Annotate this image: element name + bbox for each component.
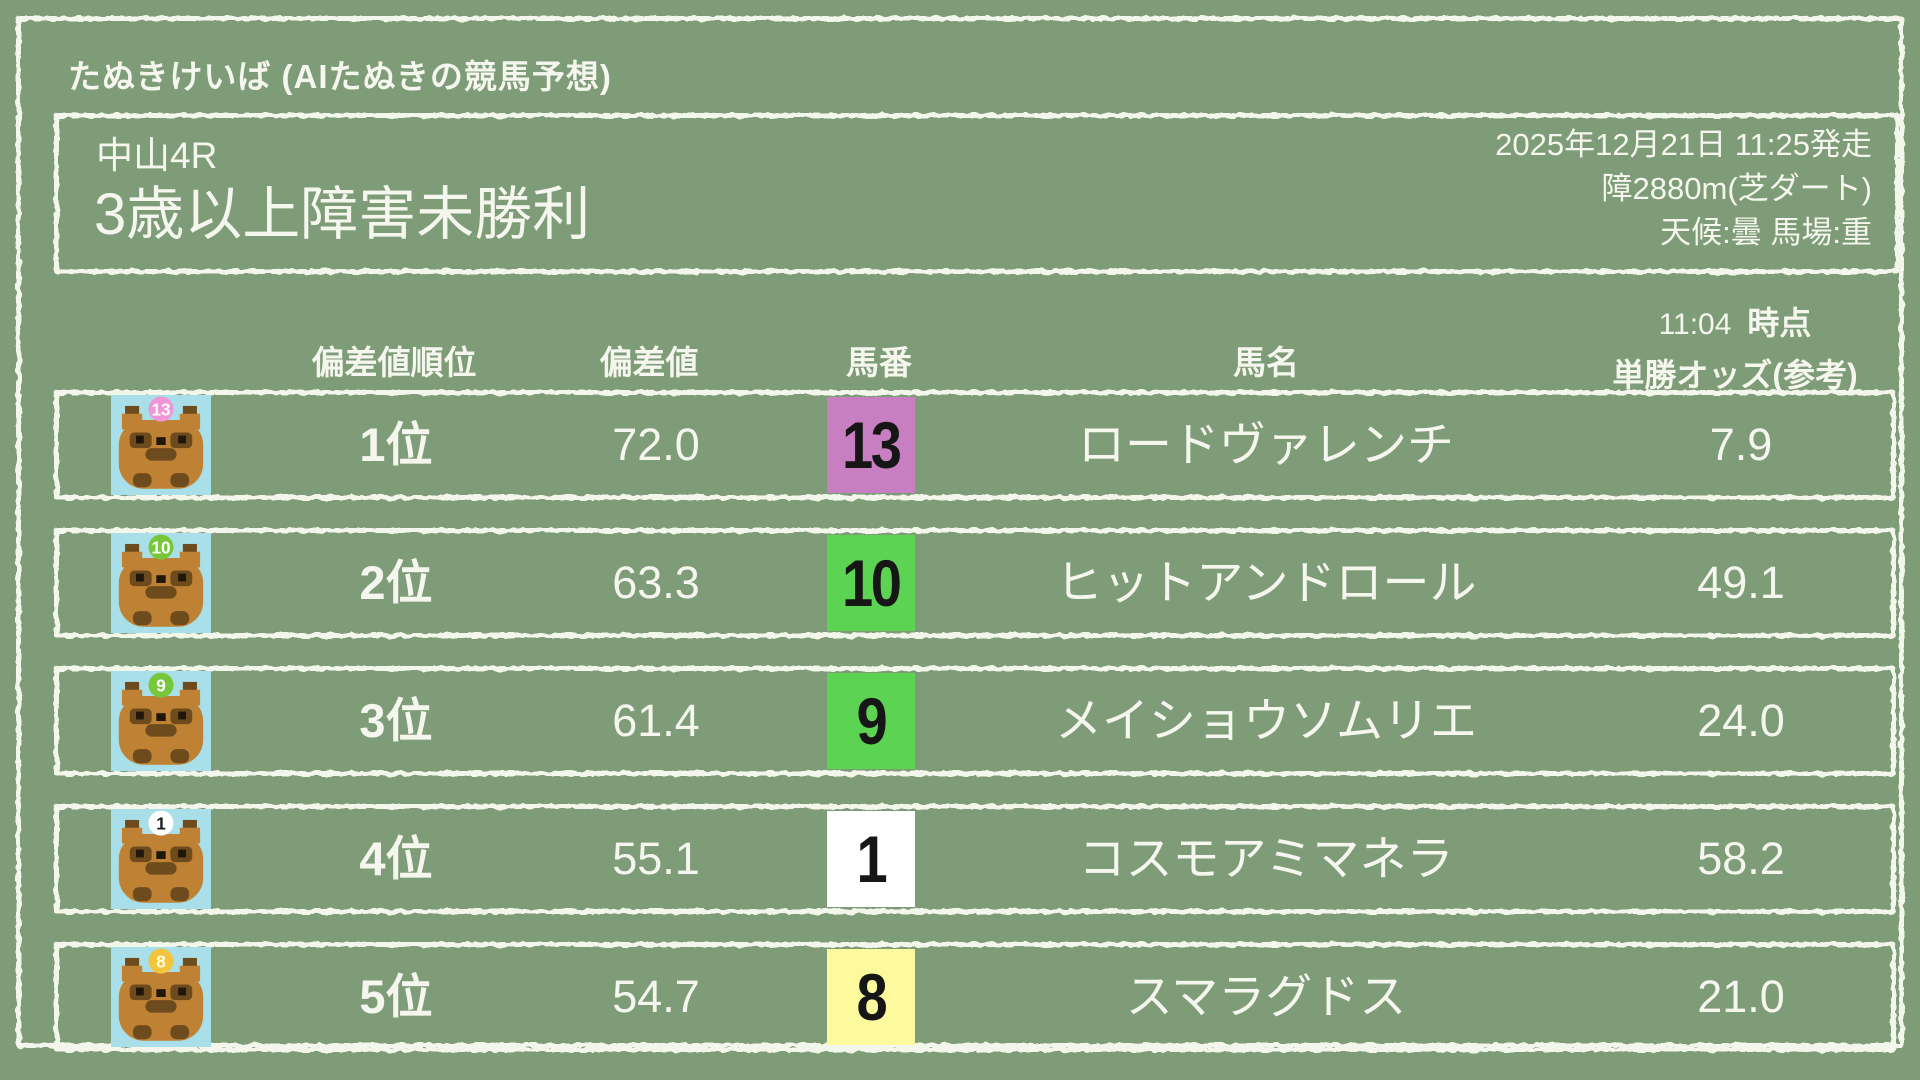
table-row: 1 4位 55.1 1 コスモアミマネラ 58.2 (54, 804, 1896, 914)
header-odds-time: 11:04 時点 (1658, 305, 1812, 341)
svg-text:1: 1 (156, 813, 166, 833)
app-title: たぬきけいば (AIたぬきの競馬予想) (68, 58, 612, 95)
horse-number-box: 13 (827, 397, 915, 493)
tanuki-avatar-icon: 9 (111, 671, 211, 771)
rank-cell: 3位 (359, 694, 433, 747)
deviation-cell: 61.4 (612, 695, 700, 746)
horse-number-box: 10 (827, 535, 915, 631)
header-deviation: 偏差値 (599, 344, 699, 381)
outer-frame: たぬきけいば (AIたぬきの競馬予想) 中山4R 3歳以上障害未勝利 2025年… (16, 16, 1904, 1048)
horse-number-box: 8 (827, 949, 915, 1045)
prediction-table: 13 1位 72.0 13 ロードヴァレンチ 7.9 10 2位 (54, 390, 1896, 1080)
race-meta: 2025年12月21日 11:25発走 障2880m(芝ダート) 天候:曇 馬場… (1495, 123, 1872, 255)
header-rank: 偏差値順位 (311, 344, 477, 381)
avatar-number-badge (148, 534, 174, 560)
header-odds: 11:04 時点 単勝オッズ(参考) (1535, 298, 1920, 396)
race-info-box: 中山4R 3歳以上障害未勝利 2025年12月21日 11:25発走 障2880… (54, 113, 1900, 274)
deviation-cell: 54.7 (612, 971, 700, 1022)
svg-text:10: 10 (151, 537, 170, 557)
horse-name-cell: スマラグドス (1125, 970, 1407, 1023)
header-horse-name: 馬名 (1233, 344, 1299, 381)
avatar-number-badge (148, 396, 174, 422)
race-conditions: 天候:曇 馬場:重 (1660, 215, 1872, 250)
race-name: 3歳以上障害未勝利 (94, 182, 591, 247)
table-header-row: 偏差値順位 偏差値 馬番 馬名 11:04 時点 単勝オッズ(参考) (16, 296, 1920, 393)
svg-text:8: 8 (156, 951, 166, 971)
rank-cell: 1位 (359, 418, 433, 471)
horse-name-cell: メイショウソムリエ (1054, 694, 1478, 747)
tanuki-avatar-icon: 1 (111, 809, 211, 909)
tanuki-avatar-icon: 8 (111, 947, 211, 1047)
table-row: 9 3位 61.4 9 メイショウソムリエ 24.0 (54, 666, 1896, 776)
header-horse-number: 馬番 (846, 344, 912, 381)
odds-cell: 49.1 (1697, 557, 1785, 608)
deviation-cell: 63.3 (612, 557, 700, 608)
odds-cell: 7.9 (1709, 419, 1773, 470)
tanuki-avatar-icon: 13 (111, 395, 211, 495)
odds-cell: 24.0 (1697, 695, 1785, 746)
table-row: 13 1位 72.0 13 ロードヴァレンチ 7.9 (54, 390, 1896, 500)
avatar-number-badge (148, 948, 174, 974)
deviation-cell: 72.0 (612, 419, 700, 470)
svg-text:13: 13 (151, 399, 170, 419)
deviation-cell: 55.1 (612, 833, 700, 884)
header-odds-label: 単勝オッズ(参考) (1612, 357, 1858, 393)
avatar-number-badge (148, 672, 174, 698)
horse-name-cell: ロードヴァレンチ (1078, 418, 1454, 471)
race-datetime: 2025年12月21日 11:25発走 (1495, 127, 1872, 162)
table-row: 8 5位 54.7 8 スマラグドス 21.0 (54, 942, 1896, 1052)
avatar-number-badge (148, 810, 174, 836)
rank-cell: 4位 (359, 832, 433, 885)
race-course: 障2880m(芝ダート) (1601, 171, 1872, 206)
odds-cell: 58.2 (1697, 833, 1785, 884)
rank-cell: 2位 (359, 556, 433, 609)
rank-cell: 5位 (359, 970, 433, 1023)
tanuki-avatar-icon: 10 (111, 533, 211, 633)
race-track-label: 中山4R (96, 135, 218, 176)
horse-number-box: 9 (827, 673, 915, 769)
horse-name-cell: コスモアミマネラ (1078, 832, 1454, 885)
horse-name-cell: ヒットアンドロール (1055, 556, 1477, 609)
horse-number-box: 1 (827, 811, 915, 907)
odds-cell: 21.0 (1697, 971, 1785, 1022)
svg-text:9: 9 (156, 675, 166, 695)
table-row: 10 2位 63.3 10 ヒットアンドロール 49.1 (54, 528, 1896, 638)
